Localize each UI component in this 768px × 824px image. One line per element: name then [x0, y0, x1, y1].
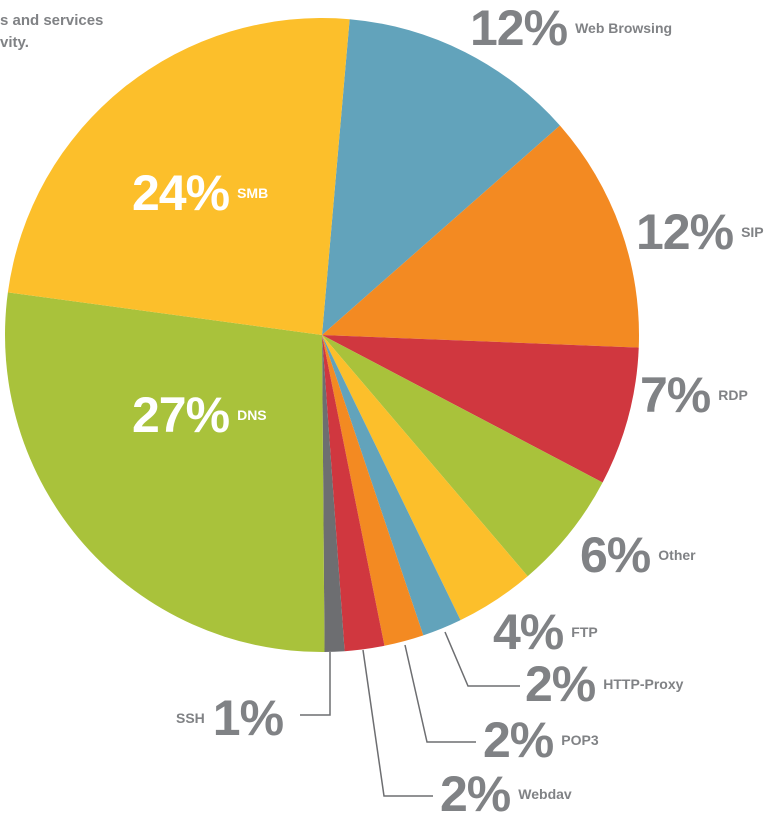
slice: [322, 335, 461, 636]
note: vity.: [0, 34, 29, 51]
slice: [322, 335, 639, 483]
slice-label: 2% HTTP-Proxy: [525, 654, 691, 714]
percent-label: 1%: [212, 690, 284, 746]
slice-label: 2% Webdav: [440, 764, 580, 824]
percent-label: 24%: [132, 165, 230, 221]
slice-label: 1% SSH: [168, 688, 284, 748]
slice-label: 2% POP3: [483, 710, 607, 770]
percent-label: 12%: [470, 0, 568, 56]
slice-label: 12% Web Browsing: [470, 0, 680, 58]
note: s and services: [0, 12, 104, 29]
leader-line: [300, 652, 331, 716]
slice: [322, 335, 424, 646]
leader-line: [444, 631, 520, 687]
category-label: Webdav: [518, 785, 572, 802]
category-label: DNS: [237, 406, 267, 423]
leader-lines: [300, 631, 520, 797]
category-label: SMB: [237, 184, 269, 201]
percent-label: 2%: [525, 656, 596, 712]
percent-label: 6%: [580, 527, 651, 583]
slice: [322, 125, 640, 348]
slice: [322, 335, 345, 652]
percent-label: 2%: [483, 712, 554, 768]
percent-label: 4%: [493, 604, 564, 660]
slice-label: 27% DNS: [132, 385, 275, 445]
percent-label: 2%: [440, 766, 511, 822]
category-label: FTP: [571, 623, 598, 640]
category-label: POP3: [561, 731, 599, 748]
percent-label: 27%: [132, 387, 230, 443]
category-label: HTTP-Proxy: [603, 675, 684, 692]
slice: [7, 18, 350, 335]
slice-label: 7% RDP: [640, 365, 756, 425]
leader-line: [362, 649, 433, 797]
leader-line: [404, 644, 476, 743]
percent-label: 7%: [640, 367, 711, 423]
category-label: Web Browsing: [575, 19, 673, 36]
slice-label: 24% SMB: [132, 163, 276, 223]
slice: [4, 292, 325, 653]
slice-label: 12% SIP: [636, 202, 768, 262]
percent-label: 12%: [636, 204, 734, 260]
slice-label: 4% FTP: [493, 602, 606, 662]
slice: [322, 19, 560, 336]
slice: [322, 335, 603, 577]
slice: [322, 335, 385, 652]
category-label: Other: [658, 546, 696, 563]
category-label: SSH: [176, 709, 205, 726]
slice: [322, 335, 528, 621]
slice-label: 6% Other: [580, 525, 704, 585]
slices: [4, 18, 640, 653]
category-label: RDP: [718, 386, 748, 403]
category-label: SIP: [741, 223, 764, 240]
